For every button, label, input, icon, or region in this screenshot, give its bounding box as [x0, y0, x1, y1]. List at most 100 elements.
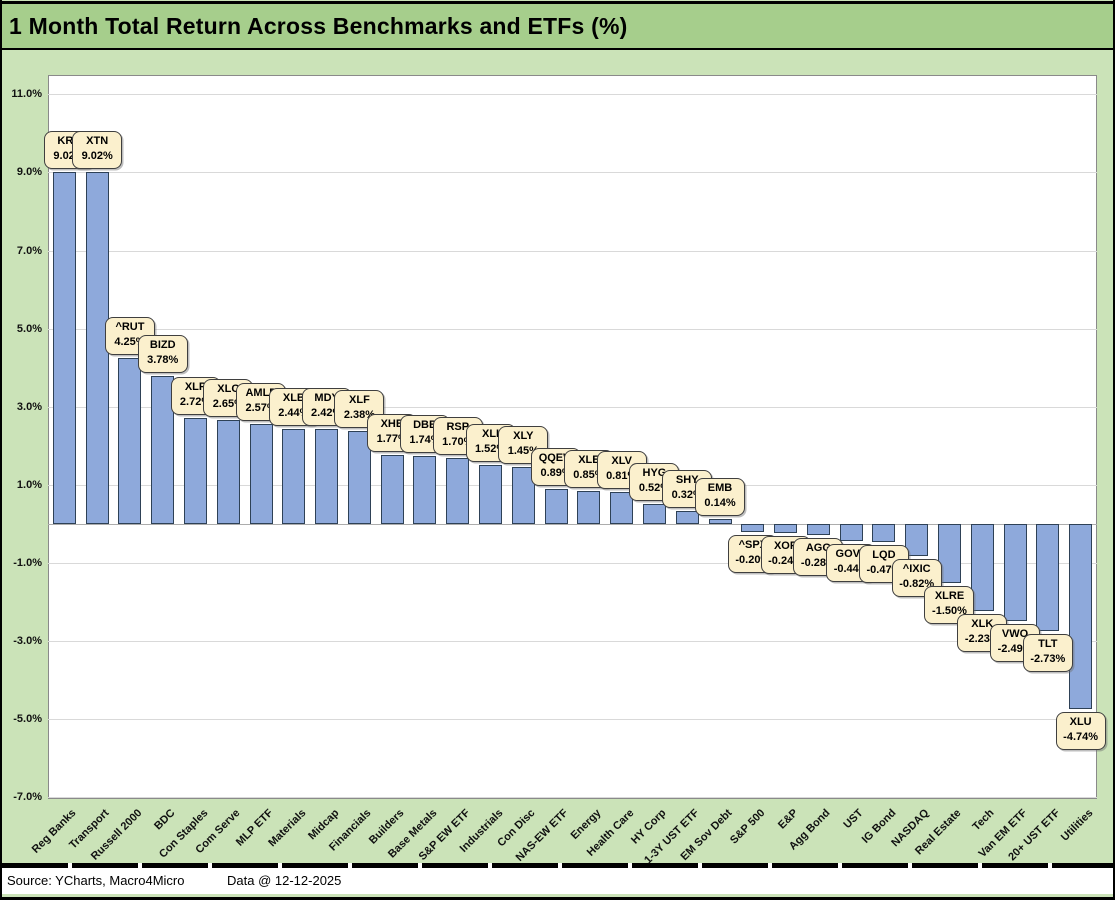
callout-ticker: DBB — [413, 419, 437, 432]
callout-ticker: SHY — [675, 474, 699, 487]
callout-ticker: XOP — [773, 540, 798, 553]
bar-LQD — [872, 524, 896, 543]
bar-SHY — [675, 511, 699, 524]
source-text: Source: YCharts, Macro4Micro — [7, 873, 185, 888]
bar-^SPX — [741, 524, 765, 532]
gridline — [48, 719, 1097, 721]
callout-ticker: ^RUT — [115, 320, 145, 333]
bar-XLK — [970, 524, 994, 612]
gridline — [48, 94, 1097, 96]
bar-XLC — [216, 420, 240, 524]
y-axis-label: 9.0% — [16, 166, 42, 179]
callout-ticker: XTN — [86, 134, 109, 147]
callout-ticker: XLRE — [934, 589, 965, 602]
callout-ticker: XLI — [481, 427, 500, 440]
bar-XHB — [380, 454, 404, 524]
callout-ticker: EMB — [707, 481, 733, 494]
x-axis-label: Tech — [970, 807, 997, 834]
callout-value: -2.73% — [1030, 652, 1066, 665]
data-callout-XTN: XTN 9.02% — [72, 130, 123, 169]
bar-MDY — [315, 429, 339, 524]
callout-value: -0.82% — [899, 578, 935, 591]
y-axis-label: -5.0% — [13, 713, 42, 726]
callout-ticker: XLY — [513, 430, 534, 443]
callout-value: 0.14% — [704, 496, 736, 509]
chart-body: 11.0% 9.0% 7.0% 5.0% 3.0% 1.0% -1.0% -3.0% -5.0%… — [2, 50, 1113, 866]
y-axis-label: -1.0% — [13, 557, 42, 570]
bar-QQEW — [544, 489, 568, 524]
callout-ticker: BIZD — [149, 339, 176, 352]
data-date-text: Data @ 12-12-2025 — [227, 873, 342, 888]
bar-chart: 11.0% 9.0% 7.0% 5.0% 3.0% 1.0% -1.0% -3.0% -5.0%… — [2, 50, 1113, 866]
callout-ticker: VWO — [1001, 628, 1029, 641]
callout-ticker: XLK — [971, 618, 994, 631]
bar-KRE — [52, 171, 76, 524]
y-axis-label: 5.0% — [16, 322, 42, 335]
bar-BIZD — [151, 376, 175, 524]
bar-GOVT — [839, 524, 863, 542]
x-axis-label: UST — [841, 807, 866, 832]
callout-ticker: AGG — [805, 541, 831, 554]
x-axis-label: Utilities — [1058, 807, 1096, 844]
y-axis-label: -3.0% — [13, 635, 42, 648]
data-callout-XLU: XLU -4.74% — [1055, 712, 1106, 751]
bar-XLE — [577, 490, 601, 524]
y-axis-label: 1.0% — [16, 478, 42, 491]
callout-ticker: ^IXIC — [902, 563, 931, 576]
bar-RSP — [446, 457, 470, 524]
bar-AMLP — [249, 423, 273, 524]
x-axis-label: S&P 500 — [727, 807, 768, 847]
x-axis-label: E&P — [775, 807, 801, 832]
gridline — [48, 172, 1097, 174]
top-strip — [2, 0, 1113, 4]
bar-XLRE — [937, 524, 961, 583]
title-bar: 1 Month Total Return Across Benchmarks a… — [2, 4, 1113, 50]
y-axis-label: 11.0% — [11, 88, 42, 101]
bar-XLB — [282, 428, 306, 524]
y-axis-label: 7.0% — [16, 244, 42, 257]
callout-ticker: XLP — [184, 380, 207, 393]
footer: Source: YCharts, Macro4Micro Data @ 12-1… — [2, 868, 1113, 894]
callout-ticker: HYG — [642, 466, 667, 479]
callout-ticker: RSP — [446, 420, 470, 433]
callout-value: -1.50% — [932, 604, 967, 617]
data-callout-TLT: TLT -2.73% — [1022, 633, 1073, 672]
bar-AGG — [806, 524, 830, 535]
callout-ticker: XLF — [349, 394, 370, 406]
callout-ticker: XLV — [611, 455, 632, 468]
callout-ticker: MDY — [314, 392, 339, 405]
callout-ticker: ^SPX — [738, 538, 768, 551]
gridline — [48, 563, 1097, 565]
bar-EMB — [708, 518, 732, 524]
bar-VWO — [1003, 524, 1027, 622]
gridline — [48, 406, 1097, 408]
callout-ticker: XHB — [380, 417, 404, 430]
data-callout-BIZD: BIZD 3.78% — [137, 335, 188, 374]
zero-axis-line — [48, 524, 1097, 525]
data-callout-EMB: EMB 0.14% — [695, 477, 746, 516]
bar-XLI — [479, 464, 503, 524]
callout-value: 9.02% — [81, 149, 113, 162]
x-axis-label: BDC — [151, 807, 178, 833]
bar-XLP — [184, 417, 208, 524]
bar-XLU — [1069, 524, 1093, 710]
callout-ticker: XLE — [578, 453, 600, 466]
callout-ticker: XLB — [282, 391, 305, 404]
bar-XOP — [774, 524, 798, 534]
x-axis-label: Reg Banks — [30, 807, 79, 856]
bar-XLY — [511, 467, 535, 524]
y-axis-label: 3.0% — [16, 400, 42, 413]
bar-DBB — [413, 456, 437, 524]
gridline — [48, 641, 1097, 643]
callout-ticker: TLT — [1038, 637, 1058, 650]
bar-TLT — [1036, 524, 1060, 631]
callout-ticker: XLC — [217, 383, 240, 396]
cell-border-divider — [2, 863, 1113, 868]
page-title: 1 Month Total Return Across Benchmarks a… — [9, 12, 628, 39]
callout-value: -4.74% — [1063, 731, 1099, 744]
y-axis-label: -7.0% — [13, 791, 42, 804]
callout-ticker: XLU — [1069, 716, 1092, 729]
bar-XLF — [347, 431, 371, 524]
bar-^RUT — [118, 357, 142, 524]
